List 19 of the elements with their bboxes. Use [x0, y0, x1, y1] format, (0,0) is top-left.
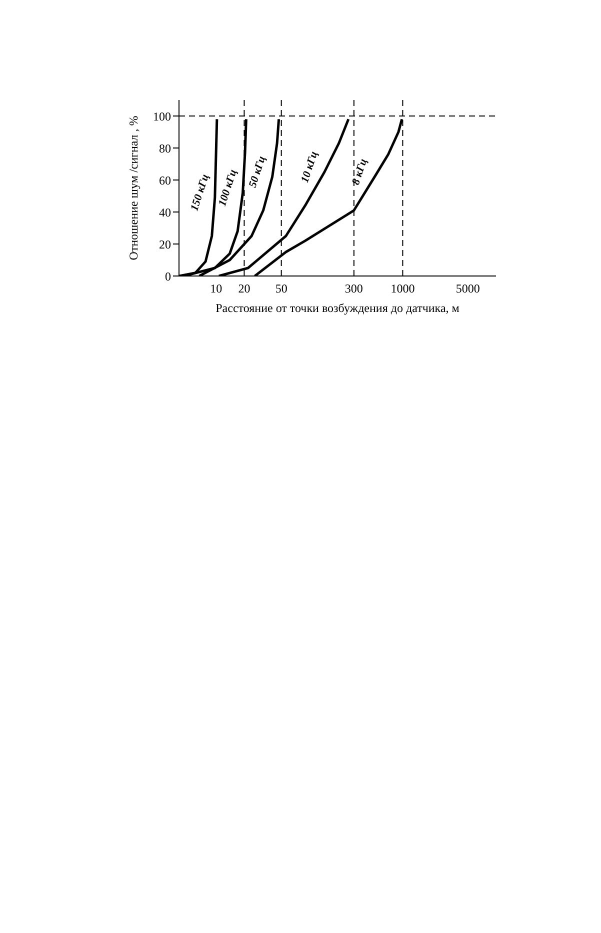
- y-axis-title: Отношение шум /сигнал , %: [126, 116, 140, 260]
- text: 50 кГц: [246, 154, 268, 189]
- y-tick-label: 40: [159, 205, 171, 220]
- y-tick-label: 60: [159, 173, 171, 188]
- x-tick-label: 300: [344, 282, 363, 296]
- x-tick-label: 20: [238, 282, 250, 296]
- text: 10 кГц: [298, 150, 320, 184]
- y-tick-label: 20: [159, 237, 171, 252]
- y-tick-label: 0: [165, 269, 171, 284]
- x-tick-label: 5000: [456, 282, 480, 296]
- text: 8 кГц: [350, 157, 370, 186]
- y-tick-label: 80: [159, 141, 171, 156]
- x-tick-label: 1000: [390, 282, 415, 296]
- text: 100 кГц: [216, 168, 240, 208]
- text: 150 кГц: [188, 172, 212, 212]
- x-tick-label: 50: [275, 282, 288, 296]
- x-tick-label: 10: [210, 282, 222, 296]
- y-tick-label: 100: [153, 109, 171, 124]
- x-axis-title: Расстояние от точки возбуждения до датчика, м: [216, 301, 460, 315]
